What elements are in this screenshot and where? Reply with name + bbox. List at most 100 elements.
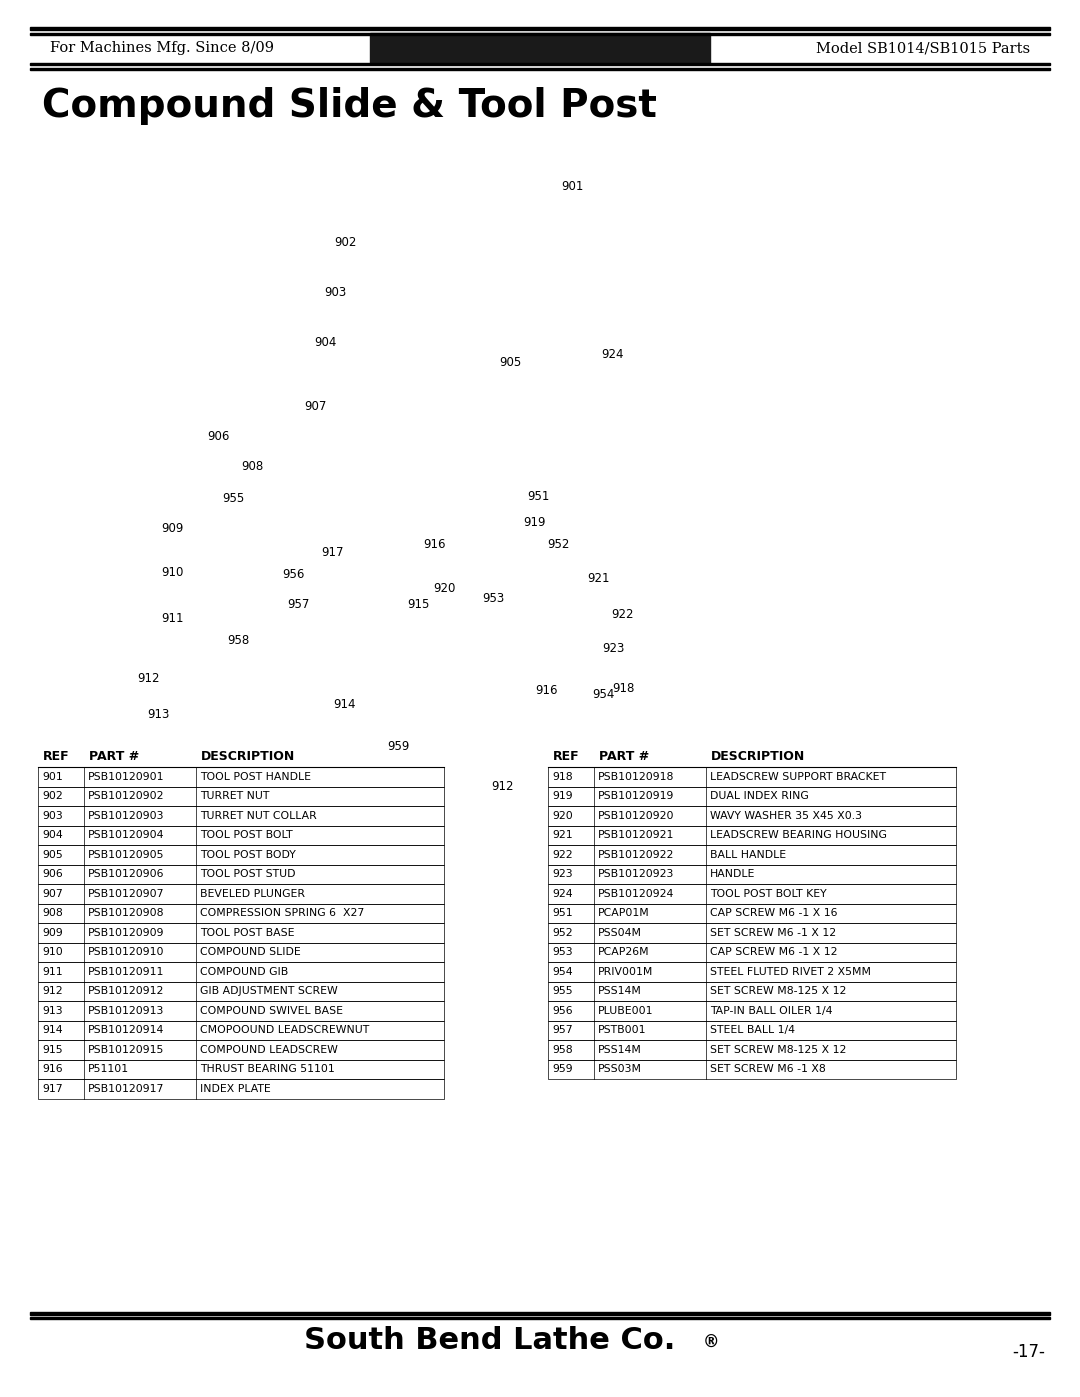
Text: PSB10120912: PSB10120912 (87, 986, 164, 996)
Text: 912: 912 (42, 986, 63, 996)
Text: PSB10120917: PSB10120917 (87, 1084, 164, 1094)
Text: 923: 923 (602, 643, 624, 655)
Text: STEEL BALL 1/4: STEEL BALL 1/4 (710, 1025, 795, 1035)
Text: THRUST BEARING 51101: THRUST BEARING 51101 (200, 1065, 335, 1074)
Text: INDEX PLATE: INDEX PLATE (200, 1084, 271, 1094)
Text: PSB10120918: PSB10120918 (598, 771, 674, 782)
Text: 919: 919 (524, 517, 546, 529)
Text: Compound Slide & Tool Post: Compound Slide & Tool Post (42, 87, 657, 124)
Text: REF: REF (43, 750, 69, 763)
Text: 903: 903 (324, 285, 346, 299)
Bar (38, 1039, 444, 1059)
Bar (30, 1317, 1050, 1319)
Text: PSB10120910: PSB10120910 (87, 947, 164, 957)
Text: SET SCREW M8-125 X 12: SET SCREW M8-125 X 12 (710, 986, 847, 996)
Bar (30, 68, 1050, 70)
Bar (38, 963, 444, 982)
Text: 916: 916 (423, 538, 446, 552)
Bar (548, 845, 956, 865)
Text: PSB10120908: PSB10120908 (87, 908, 164, 918)
Text: 909: 909 (42, 928, 63, 937)
Bar (38, 865, 444, 884)
Text: PSB10120913: PSB10120913 (87, 1006, 164, 1016)
Text: 951: 951 (527, 490, 550, 503)
Text: 901: 901 (561, 180, 583, 194)
Text: PLUBE001: PLUBE001 (598, 1006, 653, 1016)
Text: PSS14M: PSS14M (598, 986, 642, 996)
Bar (38, 826, 444, 845)
Bar (30, 1312, 1050, 1315)
Bar (38, 1002, 444, 1020)
Bar (548, 826, 956, 845)
Text: 916: 916 (42, 1065, 63, 1074)
Text: COMPOUND SWIVEL BASE: COMPOUND SWIVEL BASE (200, 1006, 343, 1016)
Bar (548, 943, 956, 963)
Text: CMOPOOUND LEADSCREWNUT: CMOPOOUND LEADSCREWNUT (200, 1025, 369, 1035)
Text: 905: 905 (499, 355, 522, 369)
Text: PART #: PART # (599, 750, 649, 763)
Text: GIB ADJUSTMENT SCREW: GIB ADJUSTMENT SCREW (200, 986, 338, 996)
Text: PCAP26M: PCAP26M (598, 947, 650, 957)
Bar (38, 1020, 444, 1039)
Text: HANDLE: HANDLE (710, 869, 755, 879)
Text: DESCRIPTION: DESCRIPTION (201, 750, 295, 763)
Bar (38, 943, 444, 963)
Text: PSB10120924: PSB10120924 (598, 888, 674, 898)
Text: 921: 921 (552, 830, 572, 840)
Text: 909: 909 (161, 522, 184, 535)
Text: TOOL POST BASE: TOOL POST BASE (200, 928, 295, 937)
Text: 958: 958 (552, 1045, 572, 1055)
Text: PSB10120903: PSB10120903 (87, 810, 164, 821)
Text: 904: 904 (314, 335, 336, 348)
Text: 920: 920 (552, 810, 572, 821)
Bar (38, 806, 444, 826)
Text: PSB10120914: PSB10120914 (87, 1025, 164, 1035)
Text: 953: 953 (552, 947, 572, 957)
Text: 915: 915 (407, 598, 429, 610)
Text: 954: 954 (552, 967, 572, 977)
Text: PRIV001M: PRIV001M (598, 967, 653, 977)
Text: SET SCREW M8-125 X 12: SET SCREW M8-125 X 12 (710, 1045, 847, 1055)
Bar (30, 34, 1050, 35)
Text: 951: 951 (552, 908, 572, 918)
Text: 918: 918 (611, 683, 634, 696)
Bar (38, 982, 444, 1002)
Text: PART #: PART # (89, 750, 139, 763)
Text: CAP SCREW M6 -1 X 12: CAP SCREW M6 -1 X 12 (710, 947, 837, 957)
Text: 906: 906 (42, 869, 63, 879)
Text: 957: 957 (287, 598, 309, 612)
Text: PSB10120909: PSB10120909 (87, 928, 164, 937)
Text: PSB10120905: PSB10120905 (87, 849, 164, 859)
Text: COMPRESSION SPRING 6  X27: COMPRESSION SPRING 6 X27 (200, 908, 364, 918)
Text: 913: 913 (147, 708, 170, 721)
Text: 924: 924 (602, 348, 624, 360)
Bar (38, 1078, 444, 1098)
Text: 959: 959 (552, 1065, 572, 1074)
Text: LEADSCREW SUPPORT BRACKET: LEADSCREW SUPPORT BRACKET (710, 771, 886, 782)
Bar (548, 904, 956, 923)
Text: BALL HANDLE: BALL HANDLE (710, 849, 786, 859)
Text: LEADSCREW BEARING HOUSING: LEADSCREW BEARING HOUSING (710, 830, 887, 840)
Text: COMPOUND SLIDE: COMPOUND SLIDE (200, 947, 300, 957)
Text: 911: 911 (42, 967, 63, 977)
Text: 911: 911 (161, 612, 184, 626)
Text: PSB10120911: PSB10120911 (87, 967, 164, 977)
Text: 914: 914 (334, 698, 356, 711)
Text: 910: 910 (42, 947, 63, 957)
Text: DUAL INDEX RING: DUAL INDEX RING (710, 791, 809, 802)
Text: 902: 902 (42, 791, 63, 802)
Text: 914: 914 (42, 1025, 63, 1035)
Text: TOOL POST BOLT: TOOL POST BOLT (200, 830, 293, 840)
Text: PSB10120915: PSB10120915 (87, 1045, 164, 1055)
Text: P A R T S: P A R T S (498, 39, 582, 56)
Text: PSB10120901: PSB10120901 (87, 771, 164, 782)
Text: DESCRIPTION: DESCRIPTION (711, 750, 806, 763)
Text: 912: 912 (137, 672, 159, 686)
Text: PSS14M: PSS14M (598, 1045, 642, 1055)
Bar (548, 1020, 956, 1039)
Text: 918: 918 (552, 771, 572, 782)
Text: SET SCREW M6 -1 X 12: SET SCREW M6 -1 X 12 (710, 928, 836, 937)
Text: 915: 915 (42, 1045, 63, 1055)
Text: South Bend Lathe Co.: South Bend Lathe Co. (305, 1326, 676, 1355)
Text: TURRET NUT: TURRET NUT (200, 791, 269, 802)
